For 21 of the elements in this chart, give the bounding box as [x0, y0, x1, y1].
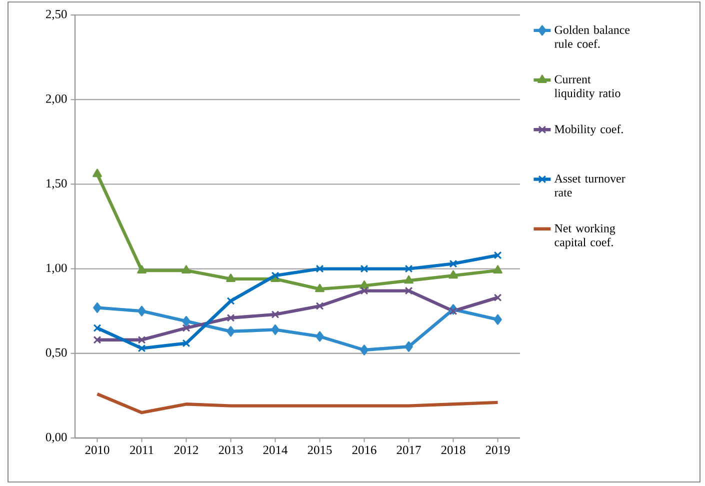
x-tick-label: 2012 — [174, 446, 198, 454]
y-tick-label: 1,00 — [46, 264, 67, 274]
legend-label: Golden balance rule coef. — [554, 26, 630, 48]
x-tick-label: 2015 — [308, 446, 332, 454]
legend-label: Current liquidity ratio — [554, 75, 620, 100]
x-tick-label: 2010 — [85, 446, 110, 454]
y-tick-label: 0,00 — [46, 432, 67, 444]
x-tick-label: 2014 — [263, 446, 288, 454]
x-tick-label: 2018 — [441, 446, 466, 454]
x-tick-label: 2019 — [486, 446, 510, 454]
legend-label: Net working capital coef. — [554, 224, 616, 249]
x-tick-label: 2016 — [352, 446, 376, 454]
x-tick-label: 2011 — [130, 446, 154, 454]
legend-label: Mobility coef. — [554, 124, 623, 136]
x-tick-label: 2013 — [218, 446, 243, 454]
y-tick-label: 2,50 — [46, 10, 67, 20]
legend-label: Asset turnover rate — [554, 174, 626, 197]
y-tick-label: 2,00 — [46, 94, 67, 105]
x-tick-label: 2017 — [396, 446, 421, 454]
y-tick-label: 0,50 — [46, 348, 67, 358]
y-tick-label: 1,50 — [46, 179, 67, 190]
